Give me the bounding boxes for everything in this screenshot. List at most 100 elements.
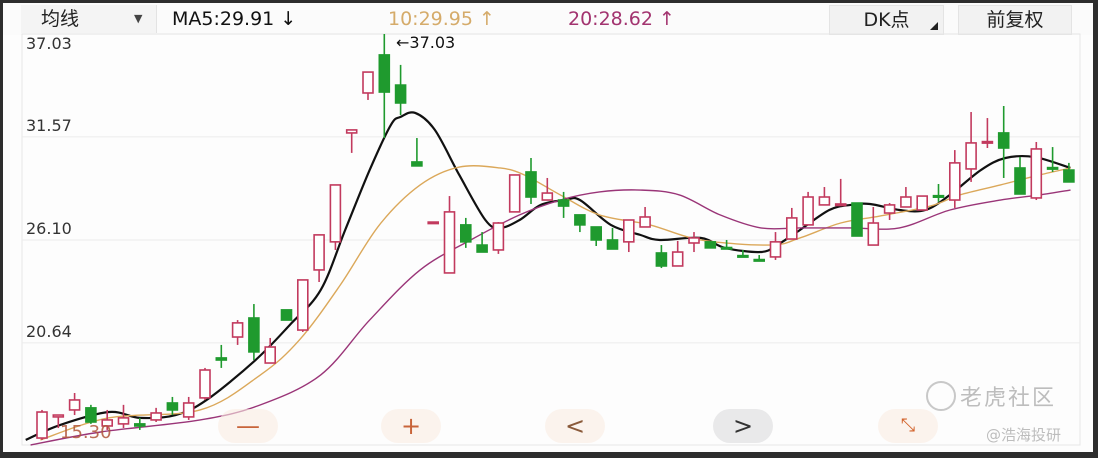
candle-body: [182, 402, 195, 418]
candle-up: [68, 392, 81, 416]
candle-body: [769, 241, 782, 258]
candle-body: [52, 414, 65, 418]
candle-up: [36, 409, 48, 440]
candle-up: [981, 118, 994, 149]
candle-body: [134, 423, 146, 427]
candle-body: [362, 71, 374, 94]
candle-up: [1030, 141, 1043, 201]
candle-up: [622, 219, 635, 253]
candle-up: [313, 234, 325, 282]
forward-adjust-label: 前复权: [986, 9, 1044, 31]
candle-up: [688, 232, 700, 253]
candle-body: [280, 309, 293, 321]
candle-body: [753, 258, 766, 262]
plus-icon: +: [400, 412, 422, 440]
next-button[interactable]: >: [713, 409, 773, 443]
candle-down: [166, 396, 179, 416]
candle-down: [525, 157, 537, 204]
candle-body: [900, 196, 912, 208]
candle-up: [916, 195, 929, 211]
candle-up: [492, 222, 505, 254]
candle-up: [117, 404, 130, 429]
zoom-in-button[interactable]: +: [381, 409, 441, 443]
candle-body: [36, 411, 48, 439]
candle-body: [965, 142, 977, 170]
candle-body: [1046, 166, 1059, 170]
y-tick-label: 31.57: [26, 116, 72, 135]
y-tick-label: 37.03: [26, 34, 72, 53]
candle-up: [443, 196, 456, 274]
zoom-out-button[interactable]: —: [218, 409, 278, 443]
candle-body: [704, 241, 717, 249]
candle-down: [720, 239, 733, 250]
candle-body: [574, 214, 586, 226]
candle-body: [248, 317, 260, 353]
candle-down: [476, 232, 488, 253]
candle-body: [264, 346, 277, 364]
candle-body: [231, 322, 244, 338]
candle-body: [883, 204, 896, 214]
ma-type-dropdown[interactable]: 均线 ▼: [21, 5, 157, 33]
candle-body: [948, 162, 961, 201]
candle-body: [737, 254, 749, 258]
candle-body: [802, 196, 814, 226]
candle-down: [459, 217, 472, 248]
candle-body: [476, 244, 488, 253]
candle-down: [1063, 162, 1075, 183]
candle-body: [68, 399, 81, 411]
candle-down: [85, 404, 97, 424]
forward-adjust-button[interactable]: 前复权: [958, 5, 1072, 35]
low-price-annotation: 15.30: [60, 422, 112, 443]
candle-up: [867, 206, 880, 246]
chevron-right-icon: >: [732, 412, 754, 440]
prev-button[interactable]: <: [545, 409, 605, 443]
candle-up: [965, 112, 977, 182]
corner-triangle-icon: [930, 22, 938, 30]
candle-body: [671, 251, 684, 267]
candle-up: [769, 232, 782, 260]
candle-body: [867, 222, 880, 246]
candle-up: [427, 221, 440, 225]
candle-up: [150, 407, 162, 423]
candle-up: [948, 150, 961, 208]
dropdown-arrow-icon: ▼: [134, 12, 143, 25]
candle-down: [134, 417, 146, 430]
candle-body: [378, 54, 391, 93]
candle-up: [182, 396, 195, 420]
minus-icon: —: [236, 412, 260, 440]
tiger-logo-icon: [926, 381, 956, 411]
candle-down: [215, 344, 228, 368]
candle-down: [737, 249, 749, 258]
candle-body: [981, 140, 994, 144]
candle-body: [655, 252, 668, 267]
candle-body: [834, 203, 847, 207]
candle-body: [720, 246, 733, 250]
candle-up: [264, 337, 277, 364]
candle-up: [900, 187, 912, 208]
candle-body: [394, 84, 407, 104]
ma20-line: [30, 189, 1071, 446]
candle-body: [166, 402, 179, 411]
candle-body: [427, 221, 440, 225]
candle-body: [639, 216, 651, 228]
candle-body: [199, 369, 211, 399]
candle-body: [622, 219, 635, 243]
chevron-left-icon: <: [564, 412, 586, 440]
fullscreen-button[interactable]: ⤡: [878, 409, 938, 443]
candle-up: [296, 279, 309, 332]
watermark-brand: 老虎社区: [960, 386, 1057, 411]
candle-down: [394, 64, 407, 116]
candle-up: [818, 187, 831, 206]
candle-body: [329, 184, 342, 243]
expand-arrows-icon: ⤡: [900, 415, 916, 436]
candle-down: [590, 226, 603, 247]
candle-body: [541, 192, 554, 201]
candle-body: [443, 211, 456, 274]
candle-body: [1063, 169, 1075, 183]
ma10-value: 10:29.95 ↑: [388, 8, 495, 30]
candle-down: [655, 245, 668, 269]
candle-up: [785, 207, 798, 240]
candle-body: [1030, 148, 1043, 199]
candle-body: [296, 279, 309, 331]
